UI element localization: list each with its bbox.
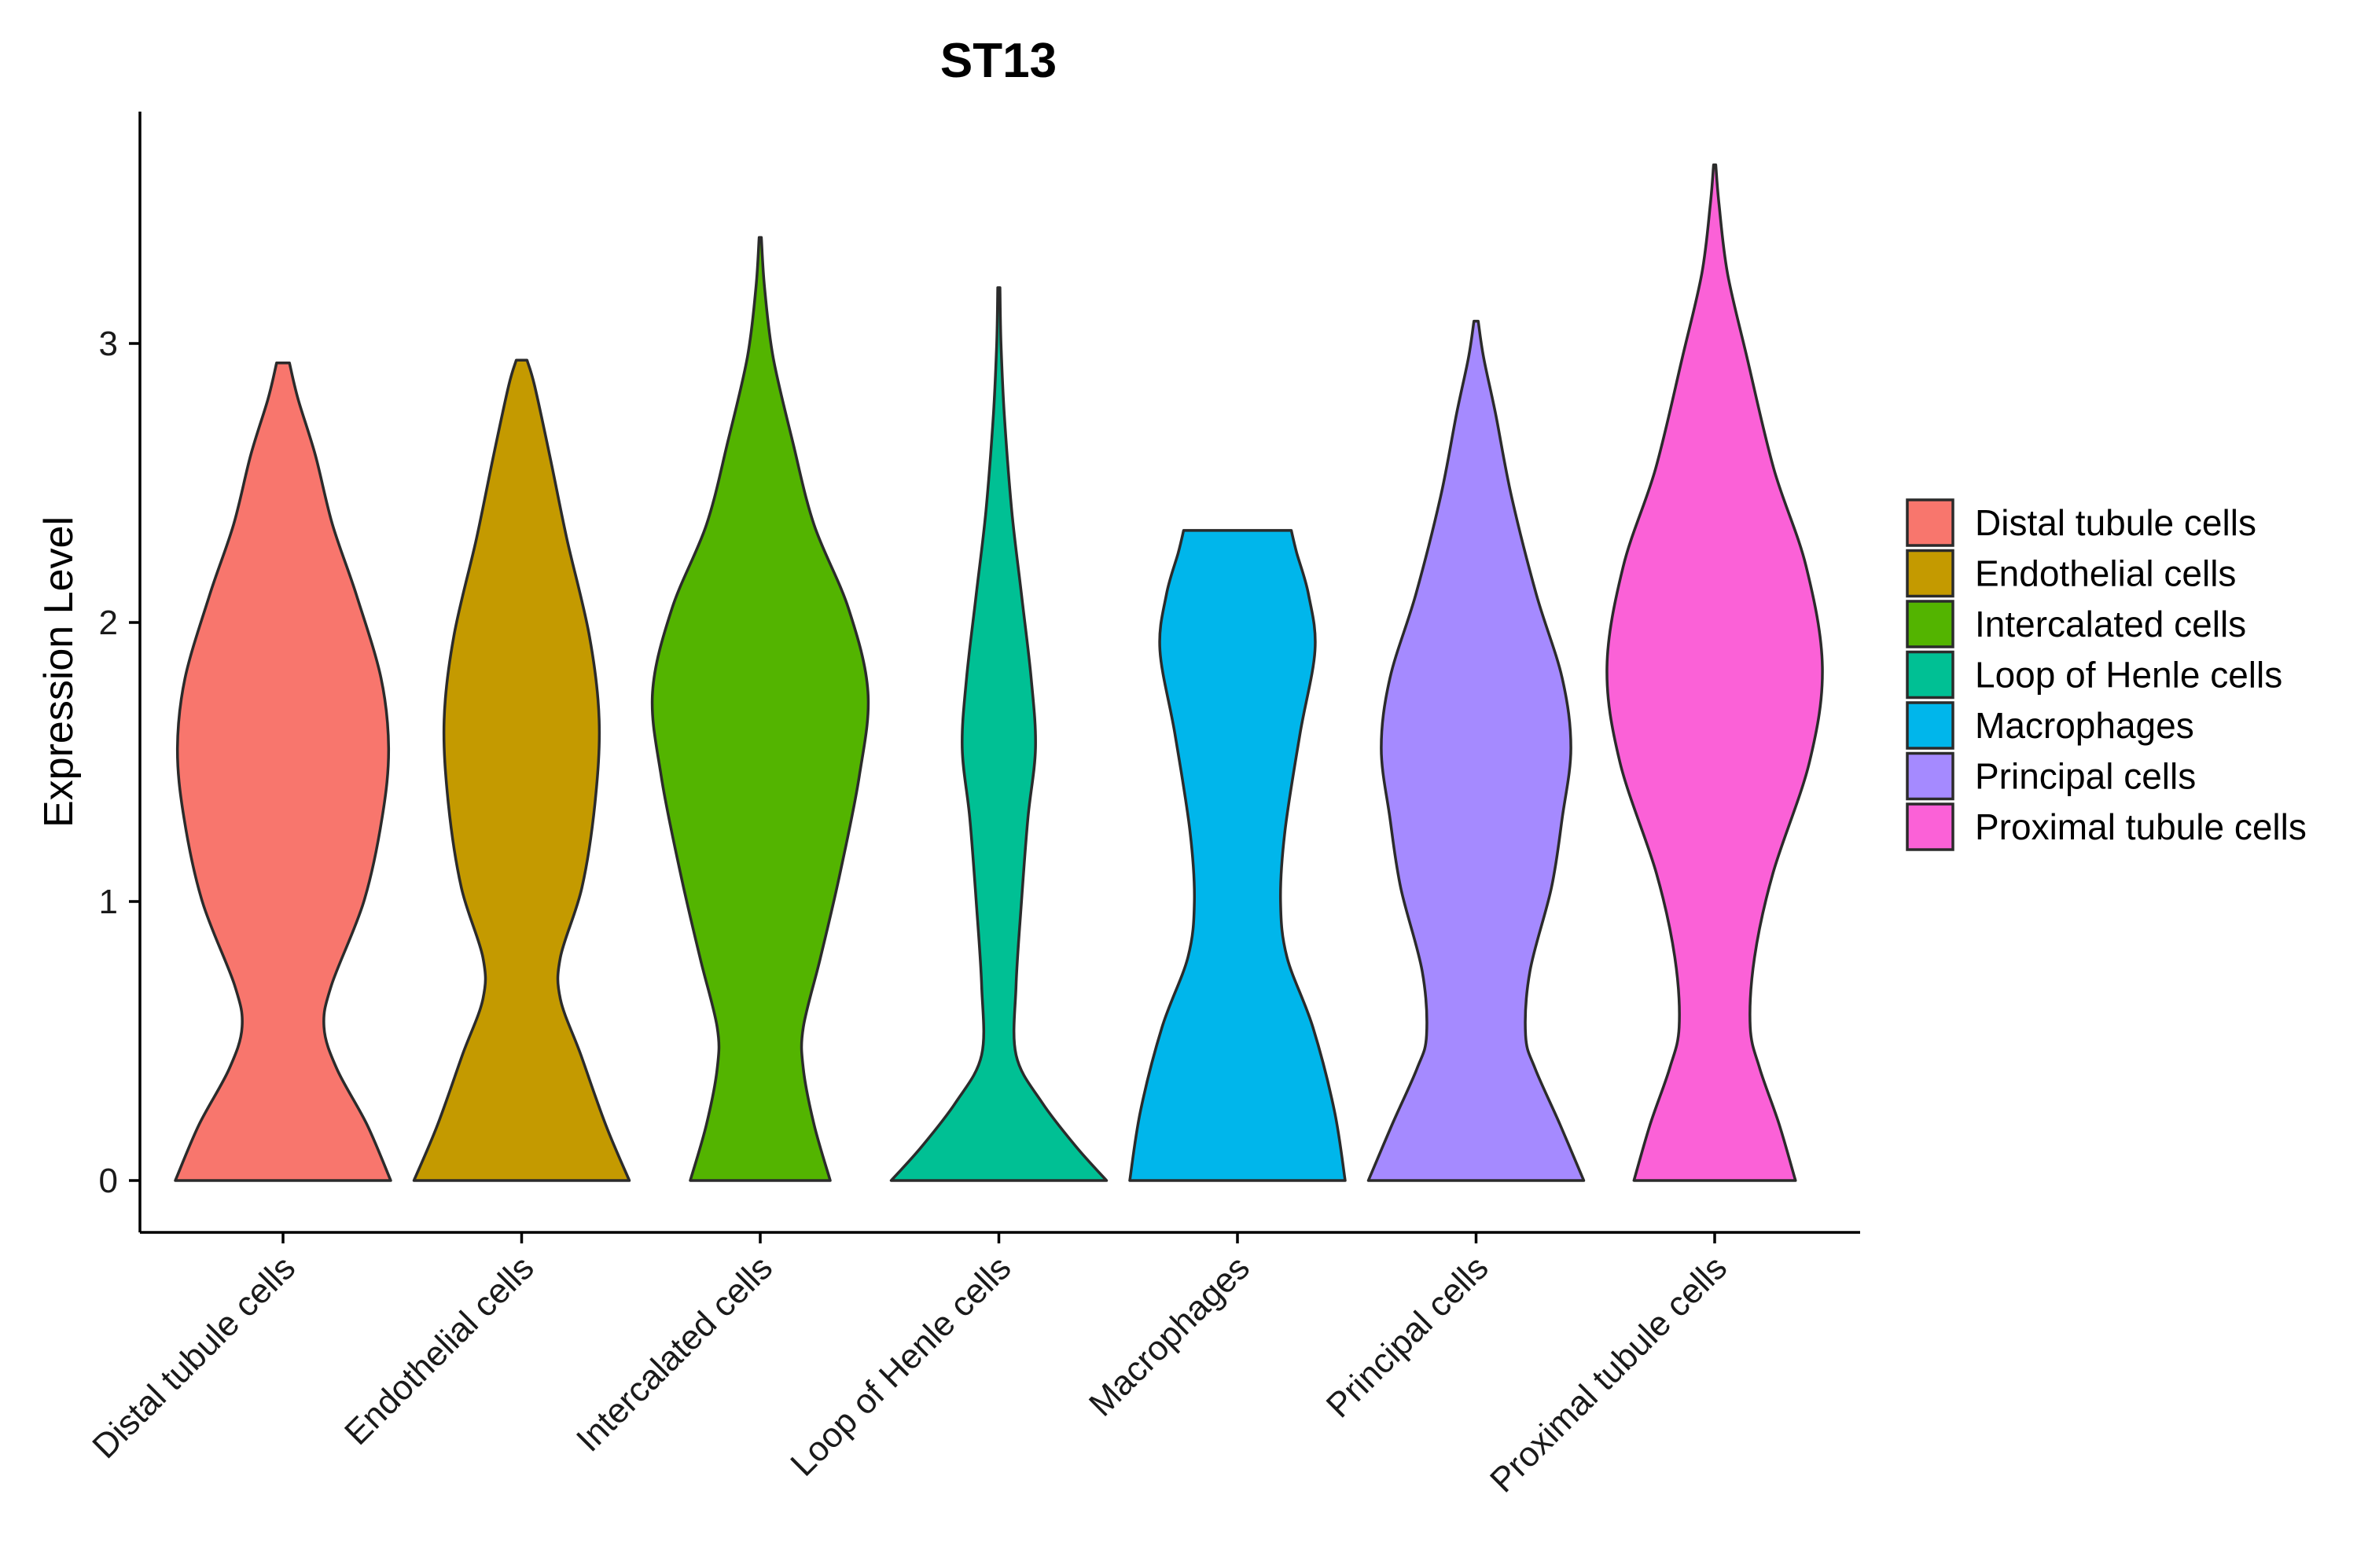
y-tick-label-0: 0 [99, 1162, 118, 1200]
legend-key-endothelial-cells [1906, 549, 1954, 598]
x-tick-label-principal-cells: Principal cells [1319, 1248, 1496, 1425]
legend: Distal tubule cells Endothelial cells Inte… [1906, 498, 2307, 851]
y-tick-label-1: 1 [99, 883, 118, 921]
x-tick-label-endothelial-cells: Endothelial cells [337, 1248, 541, 1452]
legend-label-intercalated-cells: Intercalated cells [1975, 604, 2246, 644]
legend-key-intercalated-cells [1906, 600, 1954, 648]
x-tick-label-macrophages: Macrophages [1082, 1248, 1257, 1423]
violin-loop-of-henle-cells [889, 286, 1109, 1182]
violin-endothelial-cells [412, 358, 631, 1182]
x-tick-label-distal-tubule-cells: Distal tubule cells [85, 1248, 303, 1466]
legend-label-distal-tubule-cells: Distal tubule cells [1975, 502, 2256, 543]
legend-label-principal-cells: Principal cells [1975, 756, 2196, 797]
x-tick-label-proximal-tubule-cells: Proximal tubule cells [1483, 1248, 1734, 1500]
x-ticks-group: Distal tubule cells Endothelial cells Inte… [85, 1232, 1734, 1500]
legend-key-macrophages [1906, 701, 1954, 750]
y-tick-label-3: 3 [99, 325, 118, 363]
violins-group [174, 163, 1824, 1182]
violin-proximal-tubule-cells [1605, 163, 1824, 1182]
x-tick-label-intercalated-cells: Intercalated cells [569, 1248, 780, 1459]
y-ticks-group: 0 1 2 3 [99, 325, 140, 1200]
chart-title: ST13 [940, 34, 1057, 88]
legend-key-distal-tubule-cells [1906, 498, 1954, 547]
legend-key-proximal-tubule-cells [1906, 802, 1954, 851]
violin-macrophages [1128, 529, 1347, 1182]
x-tick-label-loop-of-henle-cells: Loop of Henle cells [783, 1248, 1018, 1483]
legend-key-loop-of-henle-cells [1906, 650, 1954, 700]
legend-label-loop-of-henle-cells: Loop of Henle cells [1975, 655, 2282, 696]
legend-label-macrophages: Macrophages [1975, 705, 2194, 746]
y-axis-label: Expression Level [36, 516, 82, 828]
violin-intercalated-cells [650, 236, 870, 1182]
violin-distal-tubule-cells [174, 362, 392, 1182]
y-tick-label-2: 2 [99, 604, 118, 642]
legend-key-principal-cells [1906, 751, 1954, 801]
legend-label-proximal-tubule-cells: Proximal tubule cells [1975, 806, 2307, 847]
violin-principal-cells [1366, 319, 1586, 1182]
legend-label-endothelial-cells: Endothelial cells [1975, 553, 2236, 594]
